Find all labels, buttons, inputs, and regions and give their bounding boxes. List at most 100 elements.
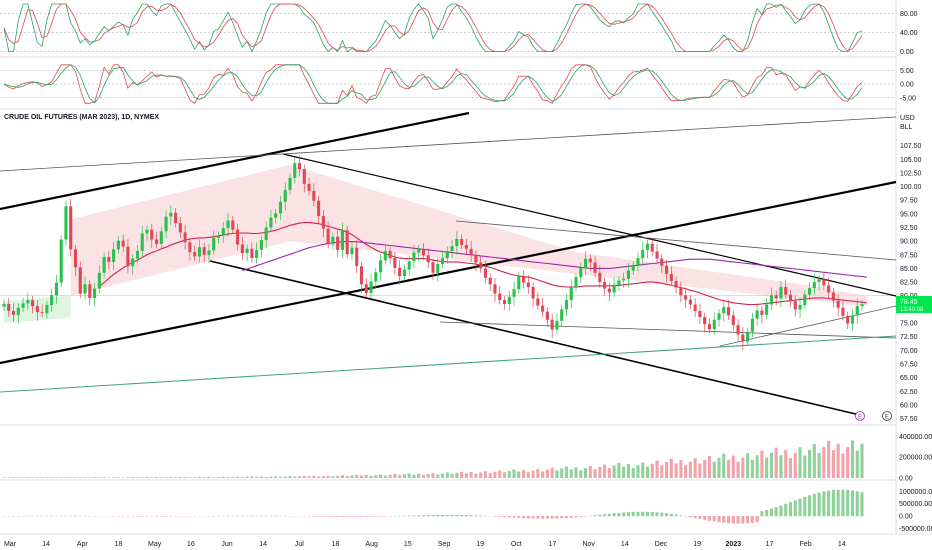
osc-bar [150, 516, 154, 517]
osc-bar [707, 516, 712, 521]
volume-bar [483, 471, 487, 478]
osc-bar [312, 516, 316, 517]
volume-bar [498, 470, 502, 478]
time-tick: 14 [621, 541, 629, 548]
osc-bar [688, 516, 692, 518]
volume-bar [88, 477, 92, 478]
candle-body [321, 216, 325, 229]
osc-bar [359, 516, 364, 517]
osc-bar [345, 516, 349, 517]
candle-body [135, 250, 140, 259]
candle-body [593, 262, 597, 273]
volume-bar [154, 477, 159, 478]
candle-body [550, 319, 554, 330]
osc-bar [665, 513, 669, 517]
osc-bar [798, 498, 802, 517]
volume-bar [393, 474, 397, 478]
candle-body [803, 294, 807, 306]
osc-bar [50, 515, 54, 517]
price-tick: 70.00 [900, 348, 918, 355]
volume-bar [560, 468, 564, 478]
osc-bar [226, 515, 230, 517]
osc-bar [550, 516, 554, 519]
candle-body [245, 248, 249, 254]
last-price-countdown: 13:40:08 [900, 307, 924, 313]
volume-bar [207, 476, 211, 478]
volume-bar [135, 477, 140, 478]
osc-bar [317, 516, 321, 517]
time-tick: Aug [365, 541, 378, 548]
volume-bar [855, 450, 859, 478]
volume-bar [331, 476, 335, 478]
volume-bar [598, 466, 602, 478]
volume-bar [131, 477, 135, 478]
time-tick: 17 [766, 541, 774, 548]
volume-bar [264, 476, 268, 478]
osc-bar [712, 516, 716, 522]
candle-body [541, 305, 545, 312]
volume-bar [164, 477, 168, 478]
volume-bar [426, 474, 430, 478]
trendline [0, 180, 897, 365]
oscillator-pane: 1000000.00 500000.00 0.00 -500000.00 [2, 489, 932, 533]
candle-body [73, 249, 78, 268]
candle-body [707, 324, 712, 330]
candle-body [526, 282, 530, 288]
osc-tick: 0.00 [899, 514, 913, 521]
candle-body [102, 256, 106, 273]
candle-body [522, 276, 526, 283]
osc-bar [755, 516, 759, 523]
volume-bar [374, 475, 378, 478]
volume-bar [11, 477, 16, 478]
osc-bar [703, 516, 707, 520]
osc-bar [140, 516, 144, 517]
osc-bar [250, 515, 254, 517]
volume-bar [317, 476, 321, 478]
osc-bar [512, 516, 516, 518]
cci-tick: -5.00 [900, 95, 916, 102]
volume-bar [402, 474, 406, 478]
volume-bar [722, 453, 726, 478]
osc-bar [645, 511, 650, 517]
osc-bar [579, 516, 583, 517]
candle-body [154, 239, 159, 244]
price-tick: 67.50 [900, 361, 918, 368]
candle-body [822, 279, 826, 286]
osc-bar [850, 490, 855, 517]
osc-bar [264, 515, 268, 517]
candle-body [612, 285, 616, 293]
volume-bar [784, 450, 788, 478]
volume-bar [536, 468, 540, 478]
osc-bar [45, 515, 49, 517]
volume-bar [555, 470, 559, 478]
candle-body [35, 306, 39, 313]
osc-bar [607, 513, 611, 517]
candle-body [641, 249, 645, 259]
candle-body [355, 247, 359, 267]
osc-bar [603, 514, 607, 517]
osc-bar [788, 502, 793, 517]
volume-bar [417, 473, 421, 478]
candle-body [21, 303, 25, 308]
candle-body [722, 307, 726, 314]
osc-bar [64, 515, 68, 517]
candle-body [488, 277, 492, 285]
price-axis[interactable]: 107.50 105.00 102.50 100.00 97.50 95.00 92.50 9… [900, 143, 922, 423]
volume-bar [717, 457, 721, 478]
candle-body [16, 307, 20, 315]
volume-bar [769, 452, 773, 478]
candle-body [545, 311, 549, 320]
trendline [0, 116, 897, 172]
osc-bar [436, 514, 440, 517]
osc-bar [355, 516, 359, 517]
osc-bar [421, 515, 426, 517]
volume-bar [493, 471, 497, 478]
candle-body [26, 300, 30, 304]
time-axis[interactable]: Mar 14 Apr 18 May 16 Jun 14 Jul 18 Aug 15 Sep 19 Oct 17… [4, 541, 846, 548]
osc-bar [545, 516, 549, 519]
osc-bar [822, 491, 826, 517]
volume-bar [212, 477, 216, 478]
candle-body [231, 220, 235, 230]
